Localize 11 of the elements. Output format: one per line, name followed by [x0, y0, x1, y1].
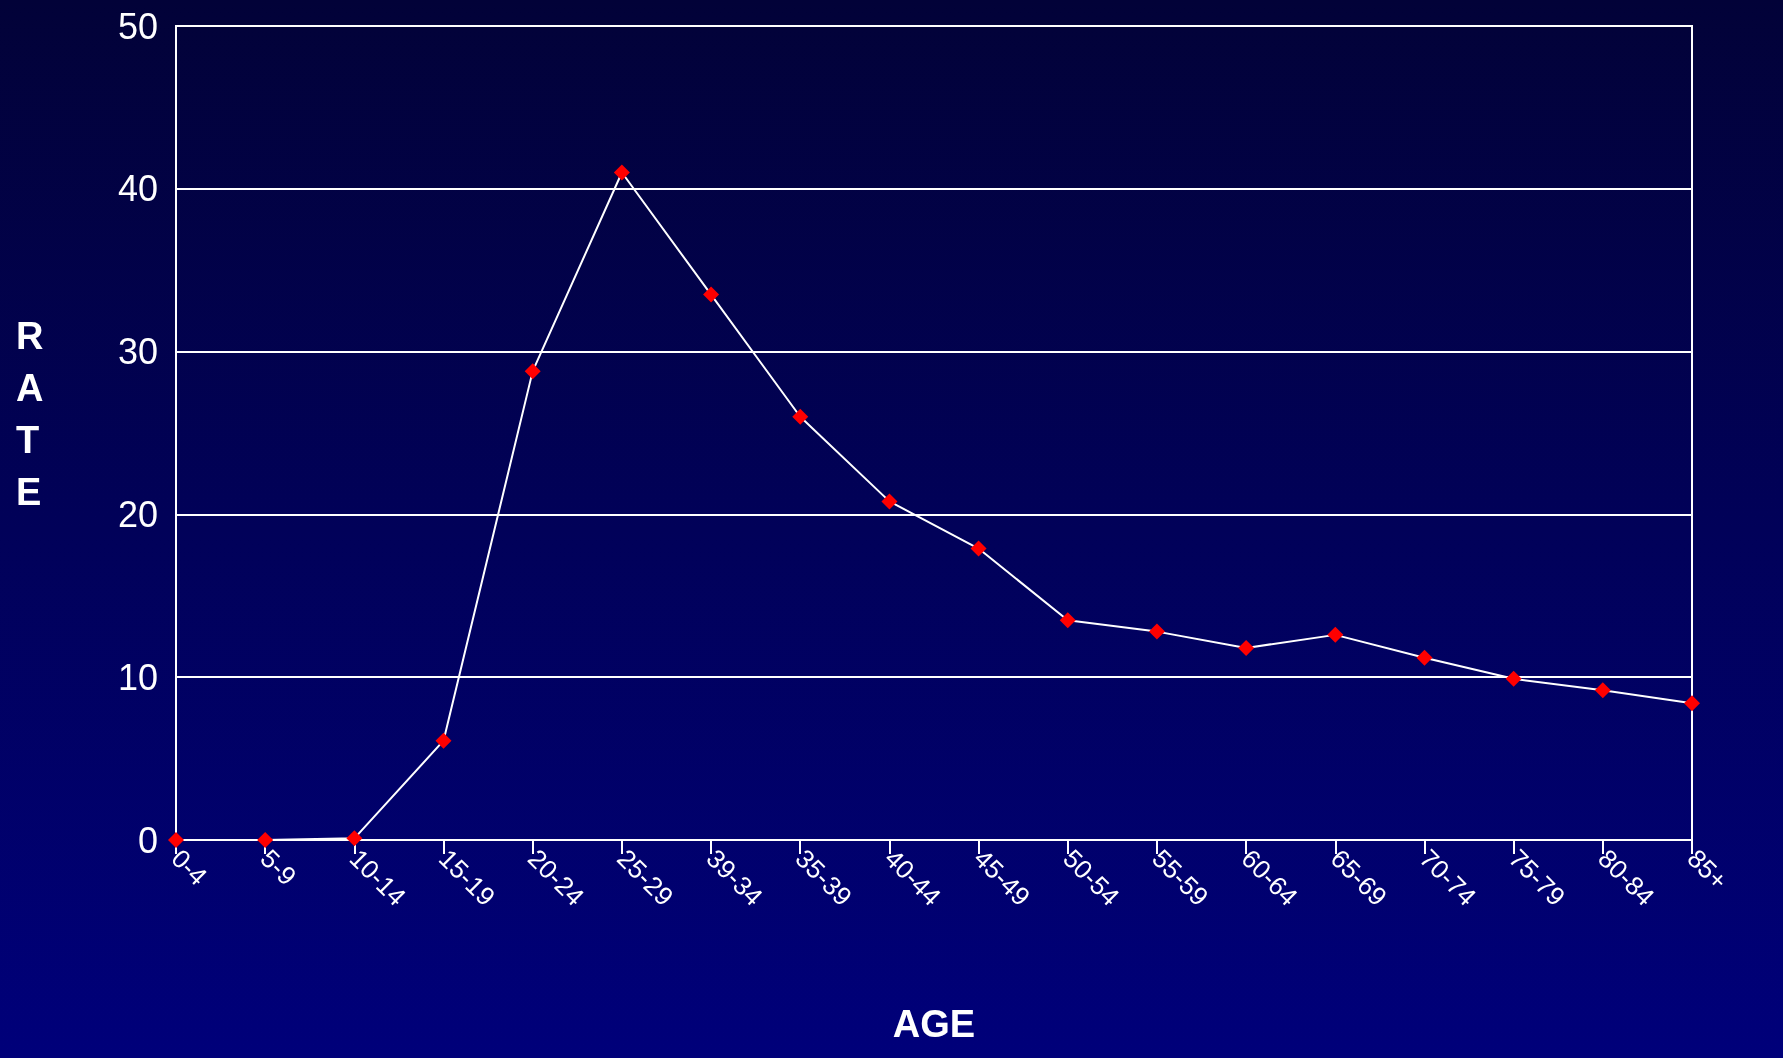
y-tick-label: 40	[117, 168, 158, 210]
y-tick-label: 50	[117, 5, 158, 47]
x-axis-title: AGE	[892, 1003, 976, 1045]
y-tick-label: 20	[117, 493, 158, 535]
x-tick-label: 0-4	[165, 843, 214, 892]
y-tick-label: 0	[137, 819, 158, 861]
y-axis-title: RATE	[16, 315, 44, 513]
x-tick-label: 85+	[1681, 843, 1734, 896]
x-tick-label: 5-9	[254, 843, 303, 892]
y-tick-label: 10	[117, 656, 158, 698]
y-tick-label: 30	[117, 331, 158, 373]
